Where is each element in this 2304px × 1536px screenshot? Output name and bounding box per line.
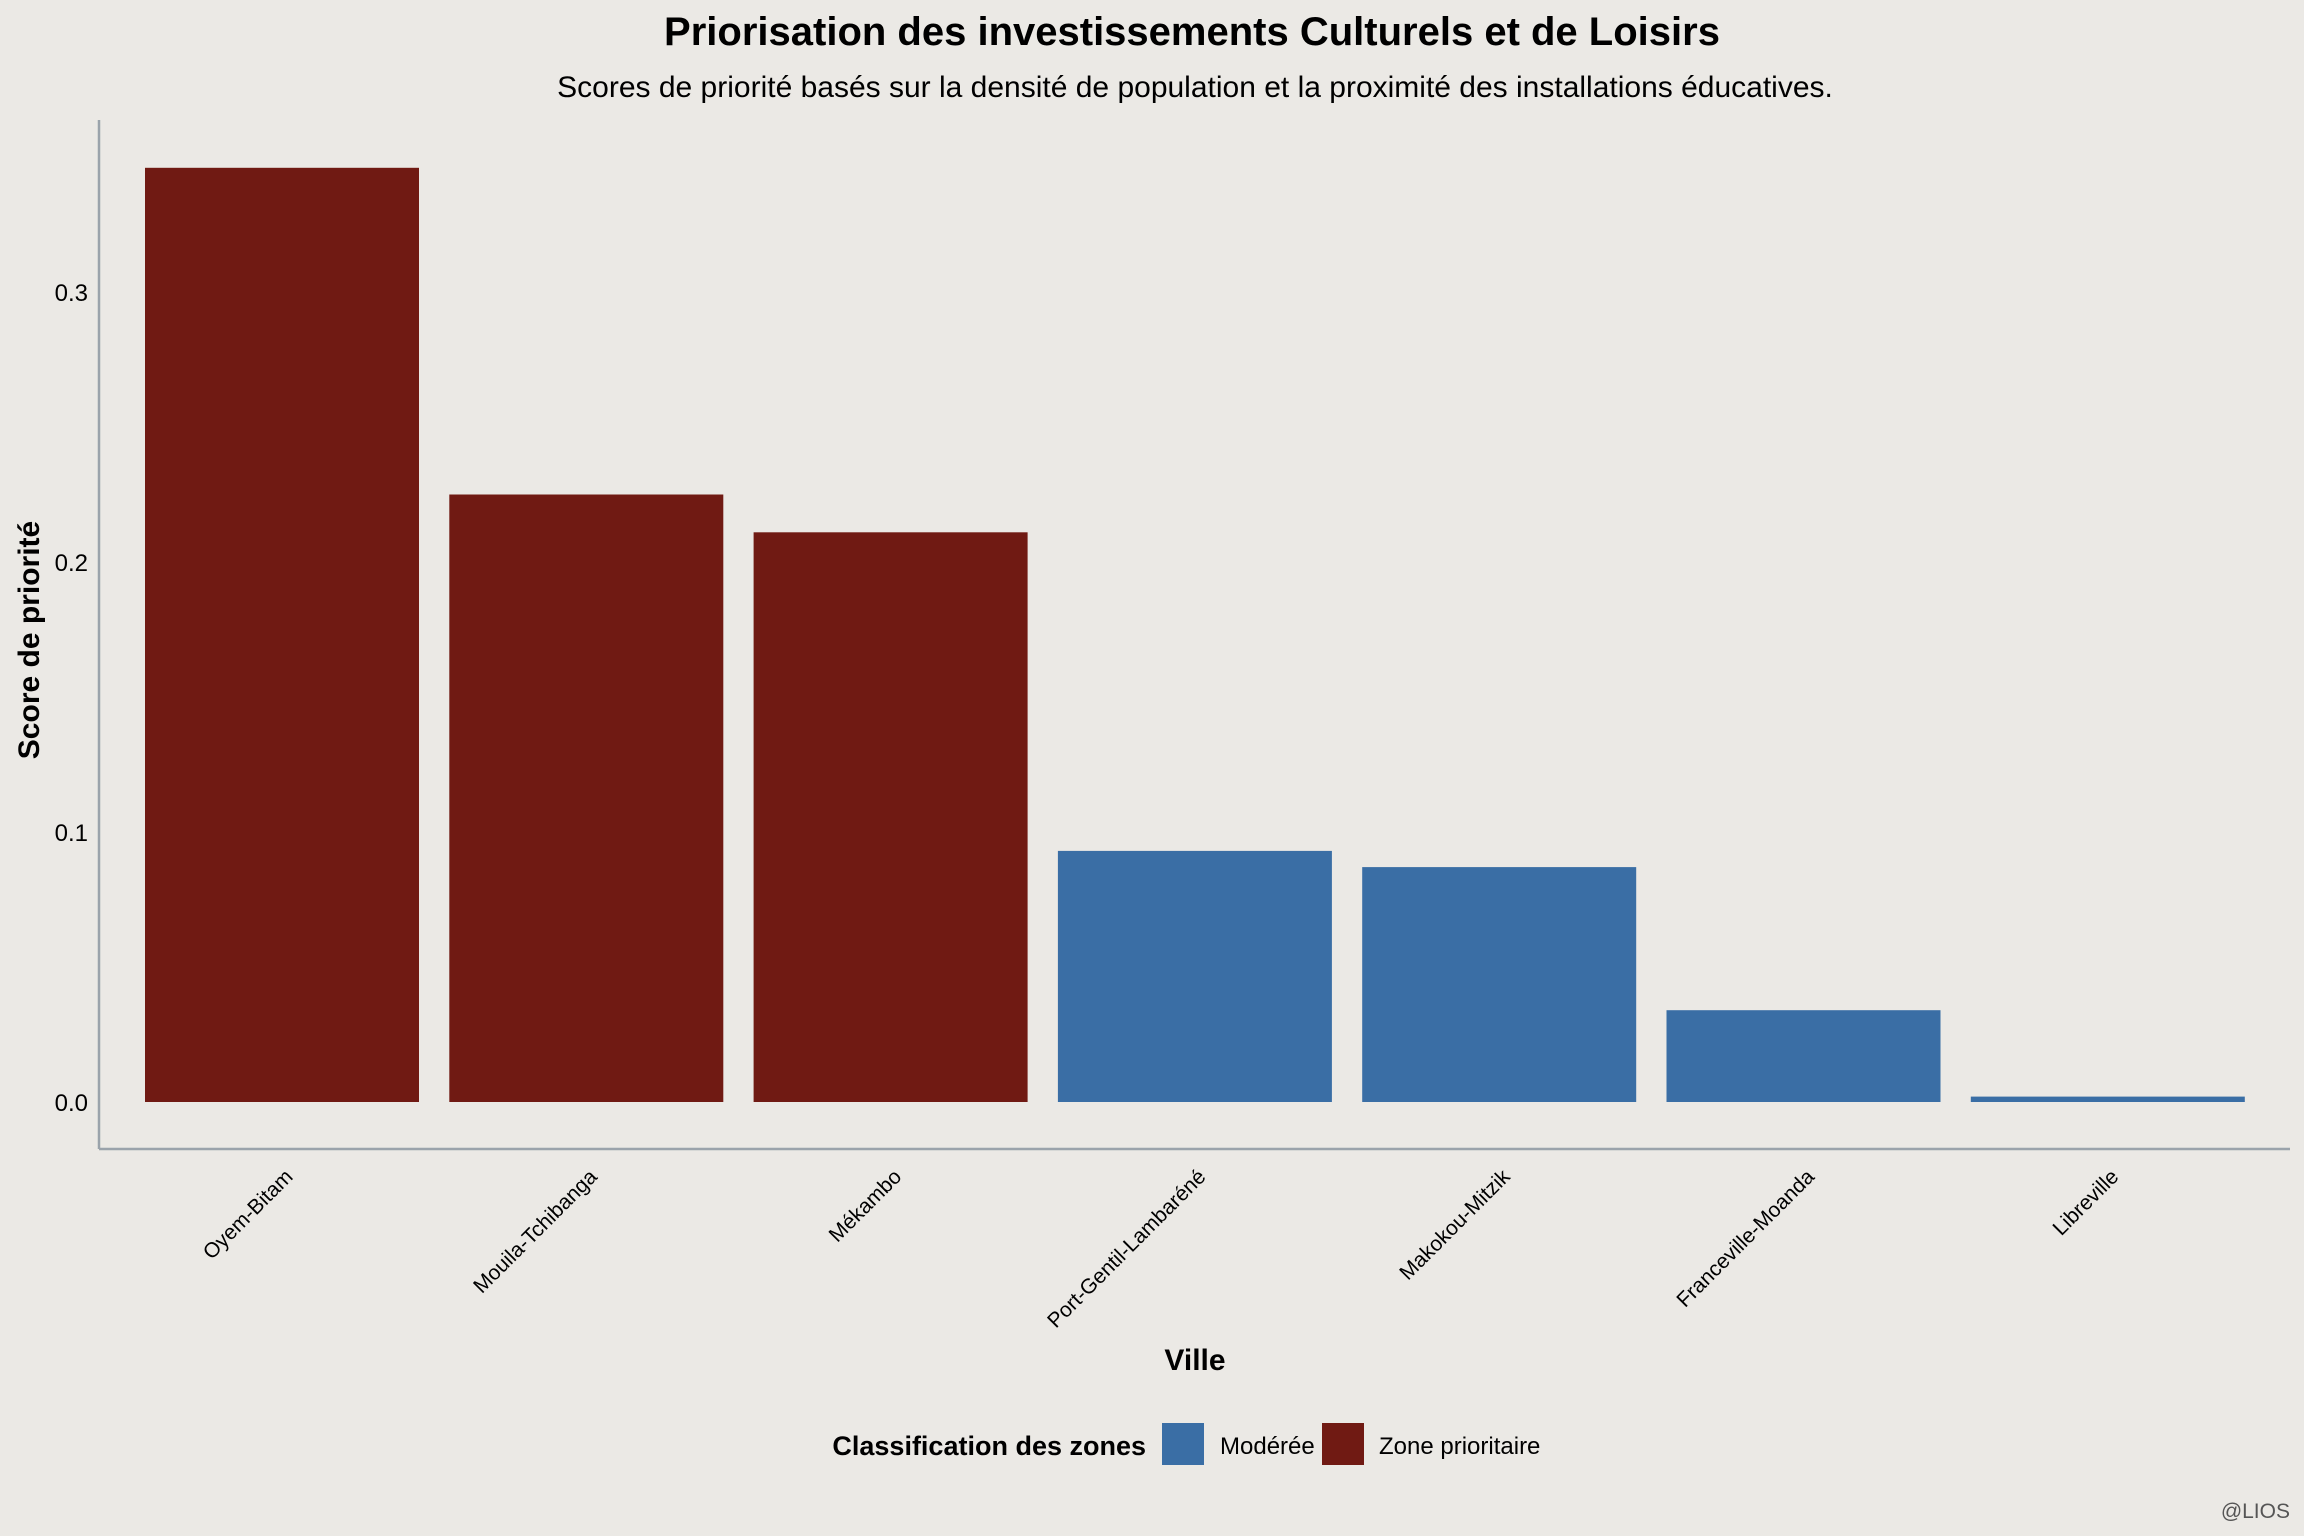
bars: [145, 167, 2245, 1103]
caption: @LIOS: [2221, 1500, 2290, 1523]
x-tick-label: Mékambo: [825, 1165, 906, 1246]
y-tick-label: 0.2: [55, 550, 88, 577]
x-tick-label: Makokou-Mitzik: [1395, 1165, 1515, 1285]
bar: [1970, 1096, 2245, 1102]
x-tick-label: Oyem-Bitam: [199, 1165, 298, 1264]
bar: [1666, 1010, 1941, 1102]
chart-title: Priorisation des investissements Culture…: [664, 10, 1720, 54]
bar: [1362, 867, 1637, 1102]
y-tick-label: 0.3: [55, 280, 88, 307]
y-tick-label: 0.1: [55, 820, 88, 847]
x-tick-label: Mouila-Tchibanga: [469, 1165, 602, 1298]
legend-swatch-moderee: [1162, 1423, 1204, 1465]
legend-label-moderee: Modérée: [1220, 1433, 1315, 1460]
legend: Classification des zones Modérée Zone pr…: [832, 1423, 1540, 1465]
bar: [145, 167, 419, 1103]
y-tick-label: 0.0: [55, 1090, 88, 1117]
bar: [1057, 850, 1332, 1102]
y-axis-title: Score de priorité: [13, 521, 46, 759]
x-tick-label: Franceville-Moanda: [1672, 1165, 1819, 1312]
bar: [753, 532, 1028, 1102]
x-tick-label: Port-Gentil-Lambaréné: [1043, 1165, 1210, 1332]
legend-title: Classification des zones: [832, 1431, 1146, 1461]
x-axis-title: Ville: [1164, 1344, 1225, 1377]
x-tick-label: Libreville: [2048, 1165, 2123, 1240]
x-ticks: Oyem-Bitam Mouila-Tchibanga Mékambo Port-Ge…: [199, 1165, 2124, 1333]
legend-swatch-zone-prioritaire: [1322, 1423, 1364, 1465]
chart-subtitle: Scores de priorité basés sur la densité …: [557, 71, 1833, 104]
bar: [449, 494, 724, 1102]
legend-label-zone-prioritaire: Zone prioritaire: [1379, 1433, 1540, 1460]
y-ticks: 0.0 0.1 0.2 0.3: [55, 280, 88, 1117]
